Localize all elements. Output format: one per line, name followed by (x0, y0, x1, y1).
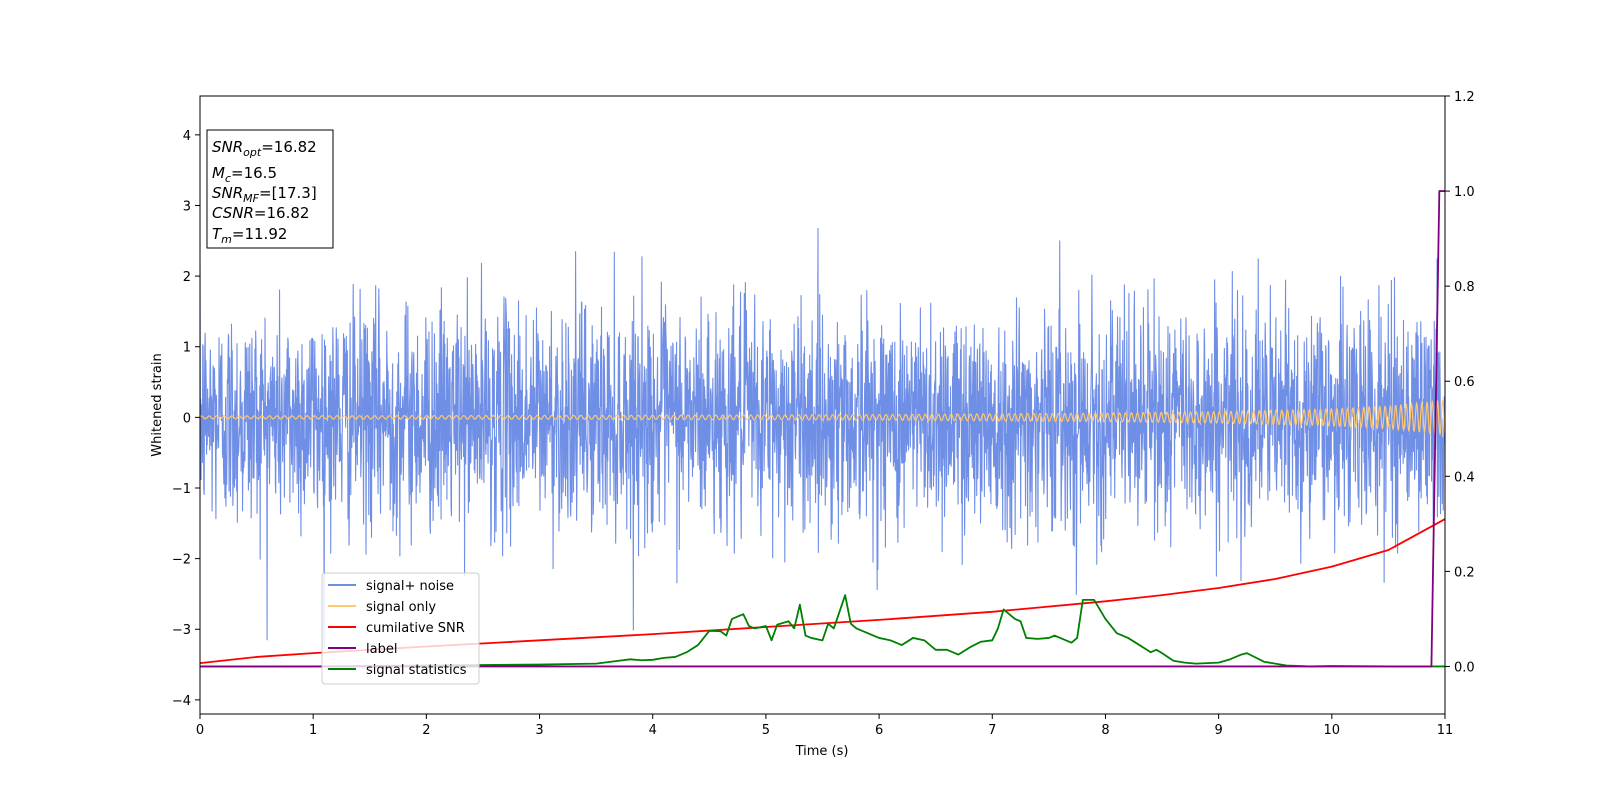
annotation-line: SNRMF=[17.3] (212, 184, 317, 205)
x-axis: 0 1 2 3 4 5 6 7 8 9 10 11 (196, 714, 1453, 738)
x-tick-label: 1 (309, 723, 317, 738)
x-tick-label: 5 (762, 723, 770, 738)
x-tick-label: 4 (649, 723, 657, 738)
y2-tick-label: 0.4 (1454, 470, 1475, 485)
x-axis-label: Time (s) (795, 744, 849, 759)
annotation-line: Mc=16.5 (212, 164, 277, 185)
legend: signal+ noise signal only cumilative SNR la… (321, 572, 480, 685)
x-tick-label: 10 (1324, 723, 1341, 738)
y-tick-label: −3 (172, 623, 191, 638)
x-tick-label: 11 (1437, 723, 1454, 738)
y-tick-label: −4 (172, 694, 191, 709)
y2-tick-label: 1.2 (1454, 90, 1475, 105)
annotation-frame (206, 129, 334, 249)
annotation-line: Tm=11.92 (212, 225, 287, 246)
annotation-line: CSNR=16.82 (212, 204, 309, 222)
x-tick-label: 3 (535, 723, 543, 738)
y-tick-label: 3 (183, 199, 191, 214)
y2-tick-label: 0.8 (1454, 280, 1475, 295)
x-tick-label: 8 (1101, 723, 1109, 738)
x-tick-label: 6 (875, 723, 883, 738)
y2-tick-label: 0.6 (1454, 375, 1475, 390)
x-tick-label: 9 (1214, 723, 1222, 738)
y2-tick-label: 0.0 (1454, 660, 1475, 675)
annotation-box: SNRopt=16.82 Mc=16.5SNRMF=[17.3]CSNR=16.8… (206, 129, 334, 249)
y-axis-label: Whitened strain (150, 353, 165, 456)
legend-entry-label: signal only (366, 600, 436, 615)
series-signal-statistics-line (200, 594, 1445, 668)
y2-tick-label: 0.2 (1454, 565, 1475, 580)
y-tick-label: 1 (183, 341, 191, 356)
series-signal-only-line (200, 399, 1445, 437)
axes-frame (199, 95, 1446, 715)
y-axis-left: −4 −3 −2 −1 0 1 2 3 4 (172, 129, 200, 709)
x-tick-label: 2 (422, 723, 430, 738)
y-tick-label: 2 (183, 270, 191, 285)
legend-entry-label: cumilative SNR (366, 621, 465, 636)
legend-entry-label: signal+ noise (366, 579, 454, 594)
y2-tick-label: 1.0 (1454, 185, 1475, 200)
y-tick-label: 4 (183, 129, 191, 144)
y-tick-label: −1 (172, 482, 191, 497)
annotation-line: SNRopt=16.82 (212, 138, 317, 159)
x-tick-label: 0 (196, 723, 204, 738)
y-tick-label: −2 (172, 553, 191, 568)
legend-entry-label: label (366, 642, 397, 657)
legend-frame (321, 572, 480, 685)
x-tick-label: 7 (988, 723, 996, 738)
legend-entry-label: signal statistics (366, 663, 467, 678)
y-axis-right: 0.0 0.2 0.4 0.6 0.8 1.0 1.2 (1445, 90, 1475, 675)
series-label-line (200, 190, 1445, 668)
series-signal-noise-line (200, 227, 1445, 649)
y-tick-label: 0 (183, 411, 191, 426)
